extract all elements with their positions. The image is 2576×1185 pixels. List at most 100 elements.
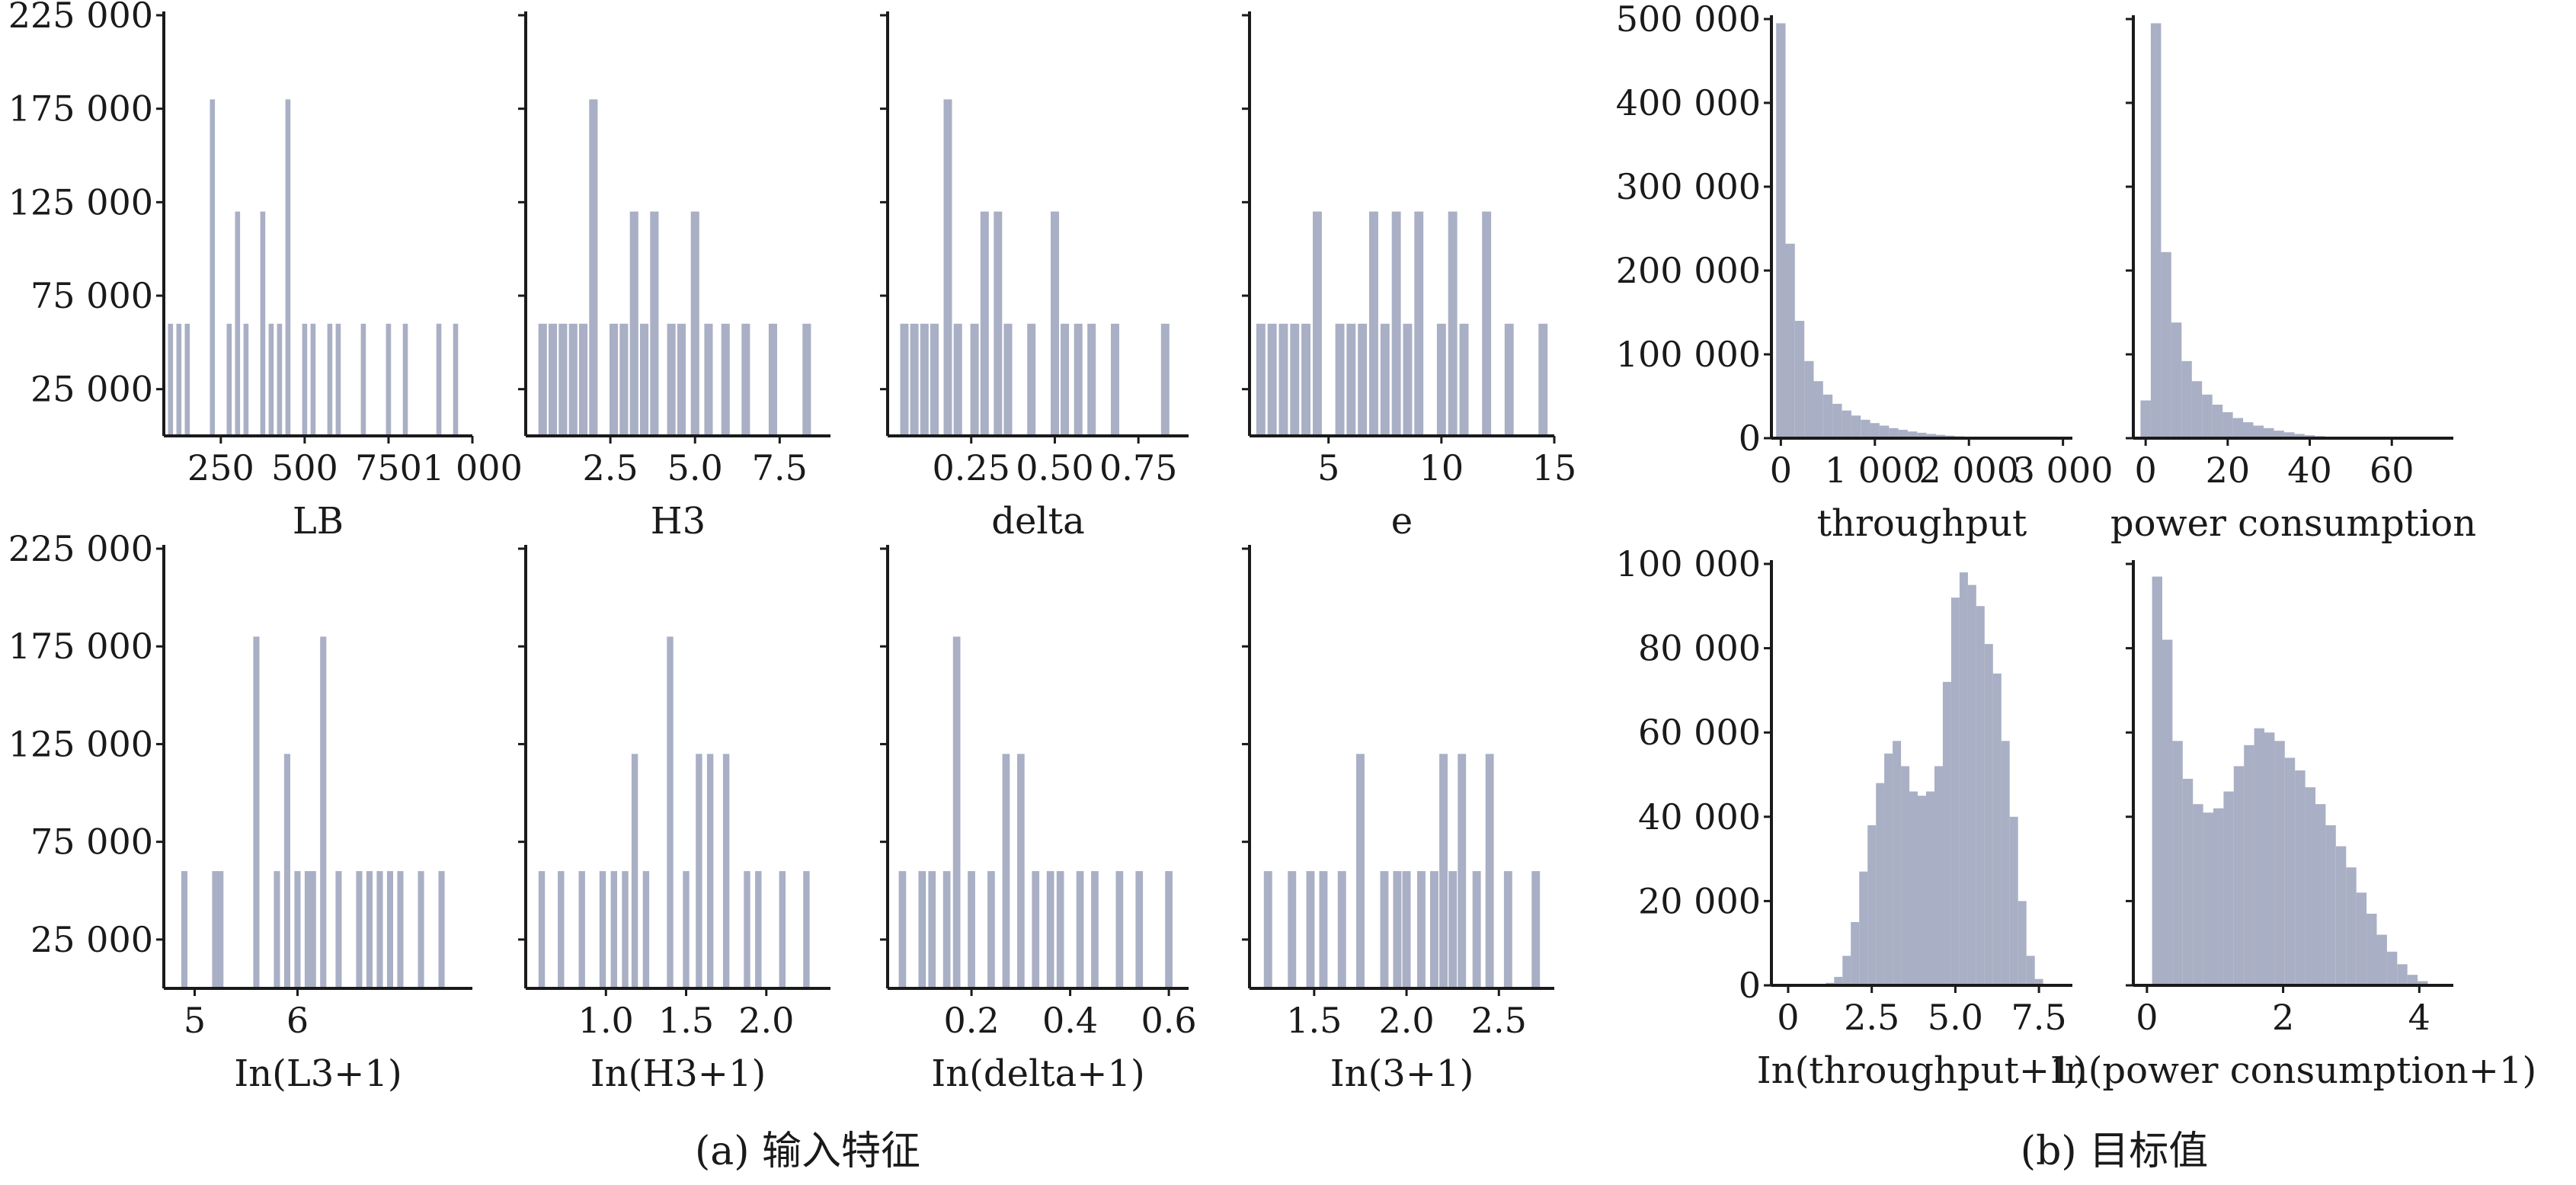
bar-lnpower-7	[2223, 791, 2234, 985]
bar-LB-8	[268, 323, 274, 436]
bar-lnthroughput-21	[1992, 673, 2002, 985]
bar-LB-13	[327, 323, 333, 436]
bar-delta-1	[910, 323, 919, 436]
bar-delta-14	[1087, 323, 1096, 436]
bar-lnpower-4	[2193, 804, 2203, 985]
bar-ln3-12	[1448, 871, 1458, 988]
x-tick-label-e-2: 15	[1532, 447, 1577, 488]
x-axis-label-e: e	[1391, 500, 1413, 543]
bar-H3-16	[741, 323, 750, 436]
y-tick-label-lnthroughput-2: 40 000	[1638, 796, 1761, 838]
bar-lnH3-13	[744, 871, 750, 988]
bar-lnL3-14	[386, 871, 393, 988]
x-tick-label-lnH3-2: 2.0	[738, 1000, 794, 1041]
bar-lnH3-6	[631, 754, 638, 988]
bar-lndelta-1	[918, 871, 926, 988]
bar-H3-14	[704, 323, 713, 436]
bar-lnH3-8	[667, 636, 674, 988]
bar-H3-13	[690, 211, 699, 436]
bar-lnL3-16	[418, 871, 424, 988]
bar-power-8	[2222, 412, 2233, 438]
bar-LB-15	[360, 323, 366, 436]
bar-lnL3-0	[181, 871, 187, 988]
bar-LB-2	[184, 323, 190, 436]
bar-H3-11	[667, 323, 676, 436]
bar-lndelta-16	[1165, 871, 1173, 988]
panel-lnthroughput: 0 2.5 5.0 7.5 0 20 000 40 000 60 000 80 000 100 0…	[1616, 543, 2088, 1092]
x-axis-label-throughput: throughput	[1817, 502, 2027, 545]
bar-H3-17	[768, 323, 777, 436]
x-tick-label-H3-0: 2.5	[583, 447, 638, 488]
x-axis-label-LB: LB	[293, 500, 344, 543]
x-tick-label-LB-2: 750	[355, 447, 422, 488]
bar-lnH3-0	[538, 871, 546, 988]
bar-throughput-6	[1832, 403, 1842, 438]
bar-lnthroughput-14	[1934, 766, 1943, 985]
bar-lnpower-26	[2418, 981, 2428, 985]
bar-power-3	[2171, 322, 2182, 438]
bar-power-11	[2253, 425, 2264, 438]
bar-lnthroughput-10	[1901, 766, 1910, 985]
bar-delta-10	[1027, 323, 1036, 436]
x-tick-label-LB-1: 500	[271, 447, 338, 488]
x-tick-label-power-2: 40	[2287, 450, 2332, 491]
bar-H3-15	[721, 323, 730, 436]
bar-lnL3-7	[304, 871, 311, 988]
bar-lnH3-1	[558, 871, 565, 988]
bar-ln3-14	[1472, 871, 1481, 988]
bar-lnthroughput-25	[2026, 956, 2035, 985]
bar-lnpower-12	[2274, 741, 2285, 985]
bar-LB-12	[310, 323, 316, 436]
panel-lnH3: 1.0 1.5 2.0 In(H3+1)	[518, 545, 830, 1095]
bar-lnL3-1	[212, 871, 219, 988]
bar-throughput-16	[1926, 434, 1936, 438]
bar-lnthroughput-6	[1867, 825, 1877, 985]
bar-lndelta-12	[1076, 871, 1084, 988]
bar-e-14	[1436, 323, 1446, 436]
bar-lnL3-4	[274, 871, 280, 988]
bar-power-2	[2161, 251, 2171, 438]
bar-e-1	[1267, 323, 1277, 436]
bar-power-4	[2181, 360, 2192, 438]
bar-lnL3-8	[309, 871, 316, 988]
x-axis-label-power: power consumption	[2110, 502, 2476, 545]
x-tick-label-lnthroughput-3: 7.5	[2011, 997, 2067, 1038]
y-tick-label-LB-0: 25 000	[30, 369, 153, 410]
bar-lnthroughput-12	[1918, 796, 1926, 985]
bar-lnL3-13	[376, 871, 383, 988]
bar-lnpower-17	[2325, 825, 2336, 985]
bar-H3-6	[610, 323, 619, 436]
panel-ln3: 1.5 2.0 2.5 In(3+1)	[1242, 545, 1554, 1095]
bar-throughput-10	[1870, 423, 1880, 438]
bar-lnH3-3	[599, 871, 606, 988]
bar-e-16	[1459, 323, 1469, 436]
bar-ln3-9	[1417, 871, 1426, 988]
bar-e-13	[1414, 211, 1424, 436]
bar-lnH3-11	[706, 754, 714, 988]
y-tick-label-throughput-2: 200 000	[1616, 250, 1761, 291]
bar-lnpower-9	[2244, 745, 2254, 985]
bar-throughput-5	[1822, 394, 1833, 438]
bar-lndelta-9	[1032, 871, 1040, 988]
y-tick-label-lnthroughput-4: 80 000	[1638, 628, 1761, 669]
bar-lndelta-7	[1002, 754, 1010, 988]
bar-H3-5	[589, 99, 598, 436]
bar-power-1	[2150, 23, 2162, 438]
x-tick-label-lnthroughput-0: 0	[1777, 997, 1799, 1038]
bar-e-12	[1403, 323, 1413, 436]
bar-lnpower-2	[2172, 741, 2183, 985]
bar-lnL3-5	[283, 754, 290, 988]
bar-lnH3-5	[622, 871, 629, 988]
bar-LB-7	[260, 211, 266, 436]
y-tick-label-throughput-4: 400 000	[1616, 82, 1761, 123]
bar-delta-3	[930, 323, 939, 436]
bar-lnL3-17	[438, 871, 445, 988]
bar-lnthroughput-11	[1909, 791, 1918, 985]
bar-lnpower-23	[2386, 951, 2398, 985]
bar-throughput-2	[1794, 321, 1805, 438]
bar-LB-3	[210, 99, 216, 436]
bar-H3-18	[802, 323, 811, 436]
bar-power-6	[2202, 394, 2213, 438]
